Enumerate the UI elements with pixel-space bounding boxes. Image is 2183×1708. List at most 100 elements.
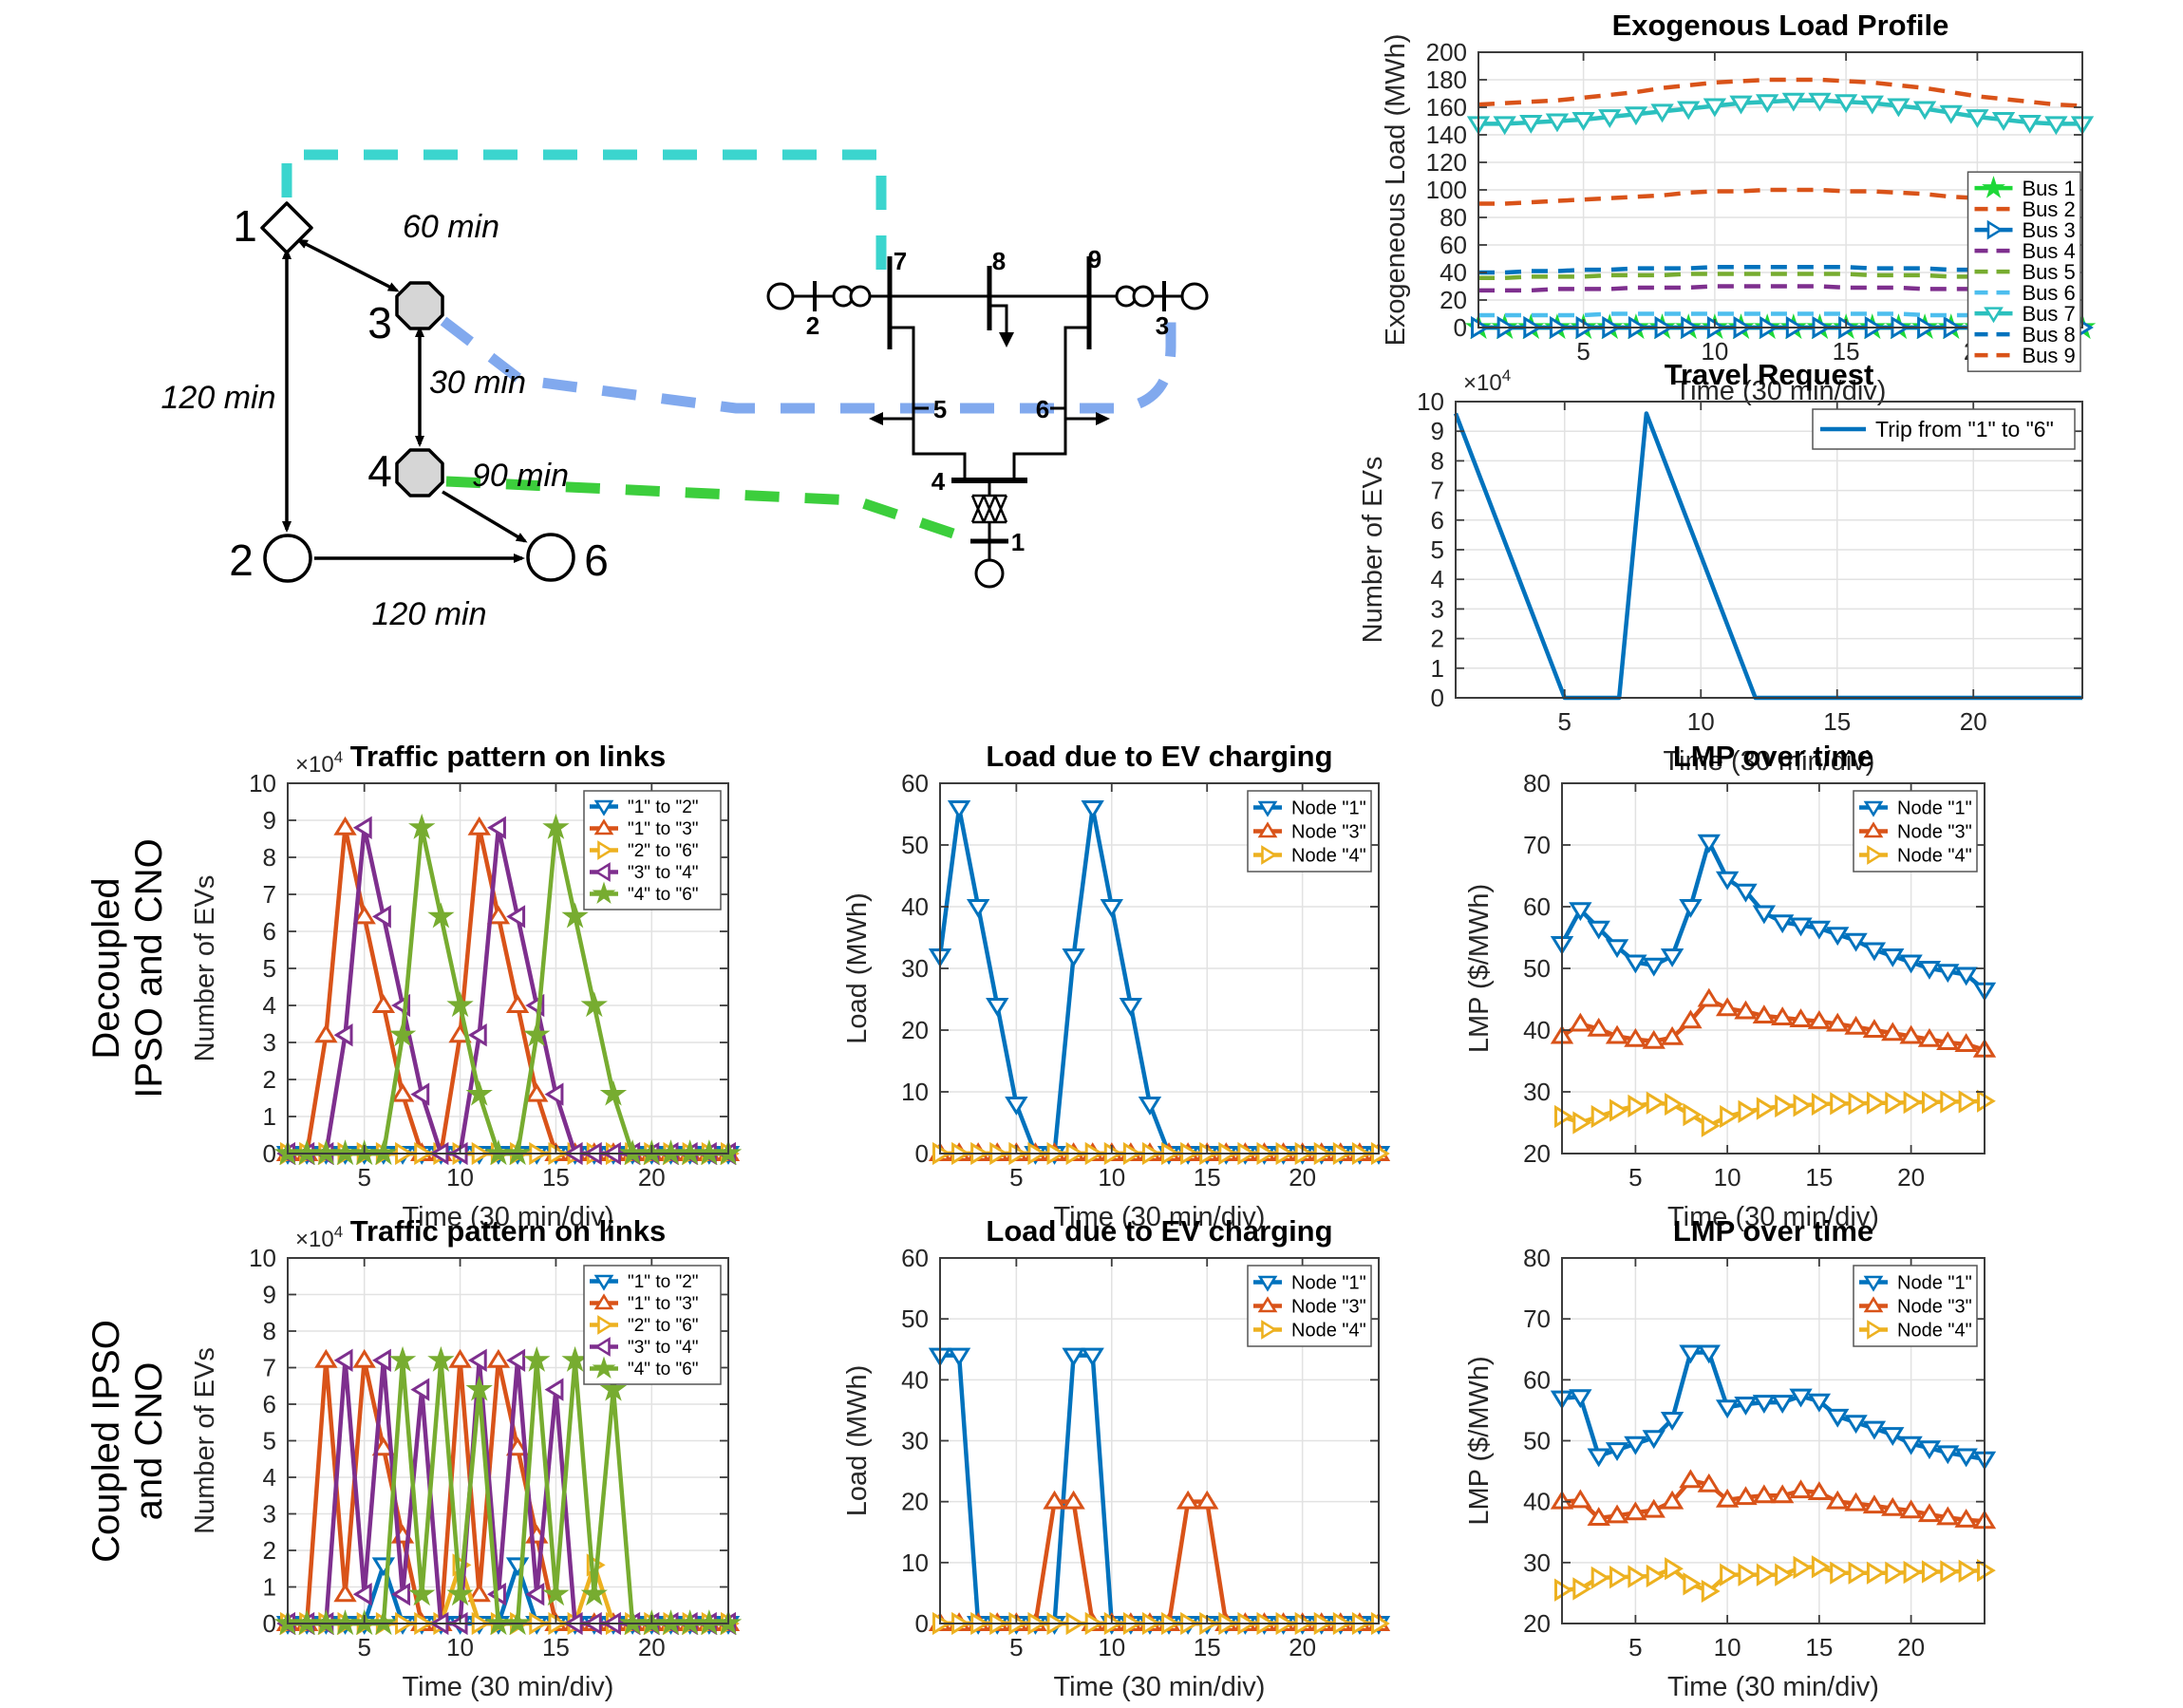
svg-text:10: 10 (1714, 1163, 1741, 1192)
series-bus-9 (1478, 187, 2082, 206)
x-axis-label: Time (30 min/div) (1664, 746, 1875, 777)
route-node1-bus7 (281, 149, 887, 283)
legend: Node "1" Node "3" Node "4" (1247, 790, 1372, 873)
legend-label: Node "1" (1897, 798, 1972, 819)
legend-label: "2" to "6" (628, 841, 699, 861)
svg-text:50: 50 (1523, 954, 1551, 983)
road-nodes: 1 2 3 4 6 (229, 201, 609, 585)
svg-text:10: 10 (1098, 1633, 1125, 1661)
legend-label: Node "1" (1291, 1273, 1366, 1294)
legend-label: Bus 9 (2023, 344, 2076, 367)
legend: "1" to "2" "1" to "3""2" to "6""3" to "4"… (583, 790, 722, 910)
bus-label-9: 9 (1088, 245, 1101, 273)
svg-text:1: 1 (263, 1573, 276, 1602)
svg-text:0: 0 (263, 1609, 276, 1638)
svg-text:200: 200 (1426, 38, 1467, 66)
legend-label: Bus 6 (2023, 281, 2076, 305)
svg-text:10: 10 (1687, 707, 1715, 736)
svg-text:20: 20 (1897, 1633, 1925, 1661)
series-node-1- (1550, 834, 1997, 1002)
svg-text:20: 20 (638, 1633, 666, 1661)
svg-text:20: 20 (1960, 707, 1987, 736)
svg-text:15: 15 (1805, 1163, 1833, 1192)
legend-label: "3" to "4" (628, 1338, 699, 1358)
svg-text:3: 3 (263, 1028, 276, 1057)
svg-text:10: 10 (1701, 337, 1728, 366)
plot-area: 5101520020406080100120140160180200Exogen… (1381, 9, 2097, 406)
plot-area: 5 10 15 20 0 1 2 3 4 5 6 7 8 9 10 ×104 Traffic pattern o… (190, 740, 743, 1232)
x-axis-label: Time (30 min/div) (1667, 1672, 1879, 1702)
svg-text:3: 3 (263, 1500, 276, 1529)
svg-text:160: 160 (1426, 93, 1467, 122)
legend-label: "4" to "6" (628, 1360, 699, 1380)
series-group (928, 800, 1391, 1166)
legend: Node "1" Node "3" Node "4" (1247, 1265, 1372, 1347)
legend-label: Node "1" (1897, 1273, 1972, 1294)
svg-text:5: 5 (1576, 337, 1590, 366)
chart-title: Load due to EV charging (986, 1214, 1332, 1248)
svg-text:50: 50 (1523, 1427, 1551, 1455)
legend-label: Node "4" (1897, 1321, 1972, 1342)
y-axis-label: LMP ($/MWh) (1464, 884, 1495, 1053)
legend-label: Node "4" (1291, 1321, 1366, 1342)
chart-title: Exogenous Load Profile (1612, 9, 1949, 42)
svg-text:10: 10 (1098, 1163, 1125, 1192)
legend: Trip from "1" to "6" (1812, 408, 2076, 450)
legend-label: Bus 1 (2023, 177, 2076, 200)
svg-text:10: 10 (249, 1244, 276, 1272)
svg-text:20: 20 (1523, 1139, 1551, 1168)
svg-text:60: 60 (1523, 1365, 1551, 1394)
series-node-4- (1554, 1089, 1996, 1137)
svg-text:10: 10 (446, 1163, 474, 1192)
svg-text:60: 60 (1523, 892, 1551, 921)
svg-text:20: 20 (1289, 1633, 1316, 1661)
y-axis-label: Load (MWh) (842, 1365, 873, 1517)
road-and-power-diagram: 2 7 8 9 3 5 6 4 1 60 min 120 min 30 min 90 min 120 mi… (161, 149, 1209, 632)
svg-text:5: 5 (1628, 1633, 1642, 1661)
road-node-2 (263, 534, 312, 583)
series-bus-4 (1478, 284, 2082, 293)
svg-text:30: 30 (1523, 1548, 1551, 1577)
series-node-3- (1550, 987, 1997, 1058)
chart-coupled_load: 5 10 15 20 0 10 20 30 40 50 60 Load due to EV charg… (842, 1214, 1391, 1702)
svg-text:40: 40 (1523, 1488, 1551, 1516)
svg-text:20: 20 (1897, 1163, 1925, 1192)
series-bus-6 (1478, 311, 2082, 318)
svg-text:100: 100 (1426, 176, 1467, 204)
legend-label: Node "4" (1291, 846, 1366, 867)
svg-text:20: 20 (901, 1488, 929, 1516)
svg-text:0: 0 (263, 1139, 276, 1168)
legend-label: Node "4" (1897, 846, 1972, 867)
svg-text:30: 30 (901, 954, 929, 983)
svg-text:40: 40 (1440, 258, 1467, 287)
legend-label: Bus 4 (2023, 239, 2076, 263)
legend-label: "1" to "3" (628, 1294, 699, 1314)
road-node-4 (395, 448, 444, 497)
x-axis-label: Time (30 min/div) (1054, 1202, 1266, 1232)
series-bus-5 (1478, 272, 2082, 281)
svg-text:15: 15 (1805, 1633, 1833, 1661)
svg-text:15: 15 (1833, 337, 1860, 366)
svg-text:8: 8 (263, 1317, 276, 1345)
svg-text:5: 5 (1558, 707, 1571, 736)
svg-text:80: 80 (1440, 203, 1467, 232)
svg-text:40: 40 (1523, 1016, 1551, 1044)
svg-text:6: 6 (263, 1390, 276, 1418)
svg-text:5: 5 (1009, 1163, 1023, 1192)
svg-text:0: 0 (915, 1139, 929, 1168)
svg-text:60: 60 (901, 1244, 929, 1272)
legend-label: Bus 7 (2023, 302, 2076, 326)
svg-text:10: 10 (249, 769, 276, 798)
svg-text:5: 5 (263, 1427, 276, 1455)
svg-text:70: 70 (1523, 831, 1551, 859)
legend-label: Bus 3 (2023, 218, 2076, 242)
road-edge (295, 238, 400, 292)
svg-text:50: 50 (901, 831, 929, 859)
chart-coupled_traffic: 5 10 15 20 0 1 2 3 4 5 6 7 8 9 10 ×104 Traffic pattern o… (190, 1214, 743, 1702)
legend-label: "4" to "6" (628, 885, 699, 905)
